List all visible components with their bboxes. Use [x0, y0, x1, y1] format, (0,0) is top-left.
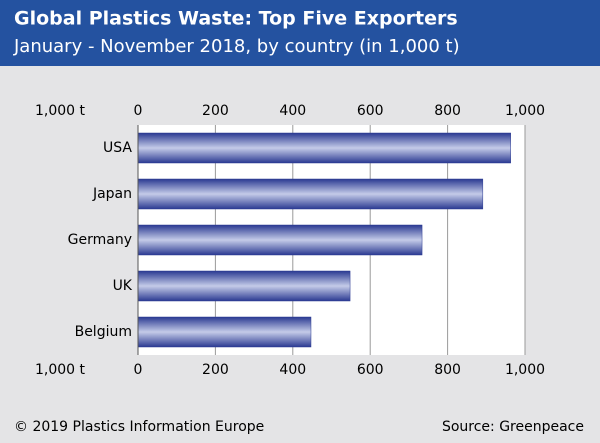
bar — [137, 132, 511, 164]
copyright: © 2019 Plastics Information Europe — [14, 419, 264, 435]
bar — [137, 224, 423, 256]
y-tick-label: Germany — [68, 232, 132, 248]
bar — [137, 270, 351, 302]
x-tick-label: 400 — [279, 362, 306, 378]
x-tick-label: 200 — [202, 362, 229, 378]
chart-title: Global Plastics Waste: Top Five Exporter… — [14, 8, 458, 30]
x-tick-label: 800 — [434, 362, 461, 378]
y-tick-label: Japan — [92, 186, 132, 202]
x-tick-label: 0 — [134, 362, 143, 378]
x-tick-label: 400 — [279, 103, 306, 119]
x-tick-label: 600 — [357, 103, 384, 119]
x-tick-label: 600 — [357, 362, 384, 378]
x-tick-label: 200 — [202, 103, 229, 119]
x-tick-label: 1,000 — [505, 362, 545, 378]
x-tick-label: 800 — [434, 103, 461, 119]
source: Source: Greenpeace — [442, 419, 584, 435]
y-tick-label: UK — [113, 278, 133, 294]
bar — [137, 178, 484, 210]
y-tick-label: USA — [103, 140, 132, 156]
chart-subtitle: January - November 2018, by country (in … — [13, 36, 460, 57]
y-tick-label: Belgium — [75, 324, 132, 340]
bar — [137, 316, 312, 348]
header — [0, 0, 600, 66]
x-tick-label: 0 — [134, 103, 143, 119]
x-tick-label: 1,000 — [505, 103, 545, 119]
axis-unit: 1,000 t — [35, 362, 86, 378]
axis-unit: 1,000 t — [35, 103, 86, 119]
